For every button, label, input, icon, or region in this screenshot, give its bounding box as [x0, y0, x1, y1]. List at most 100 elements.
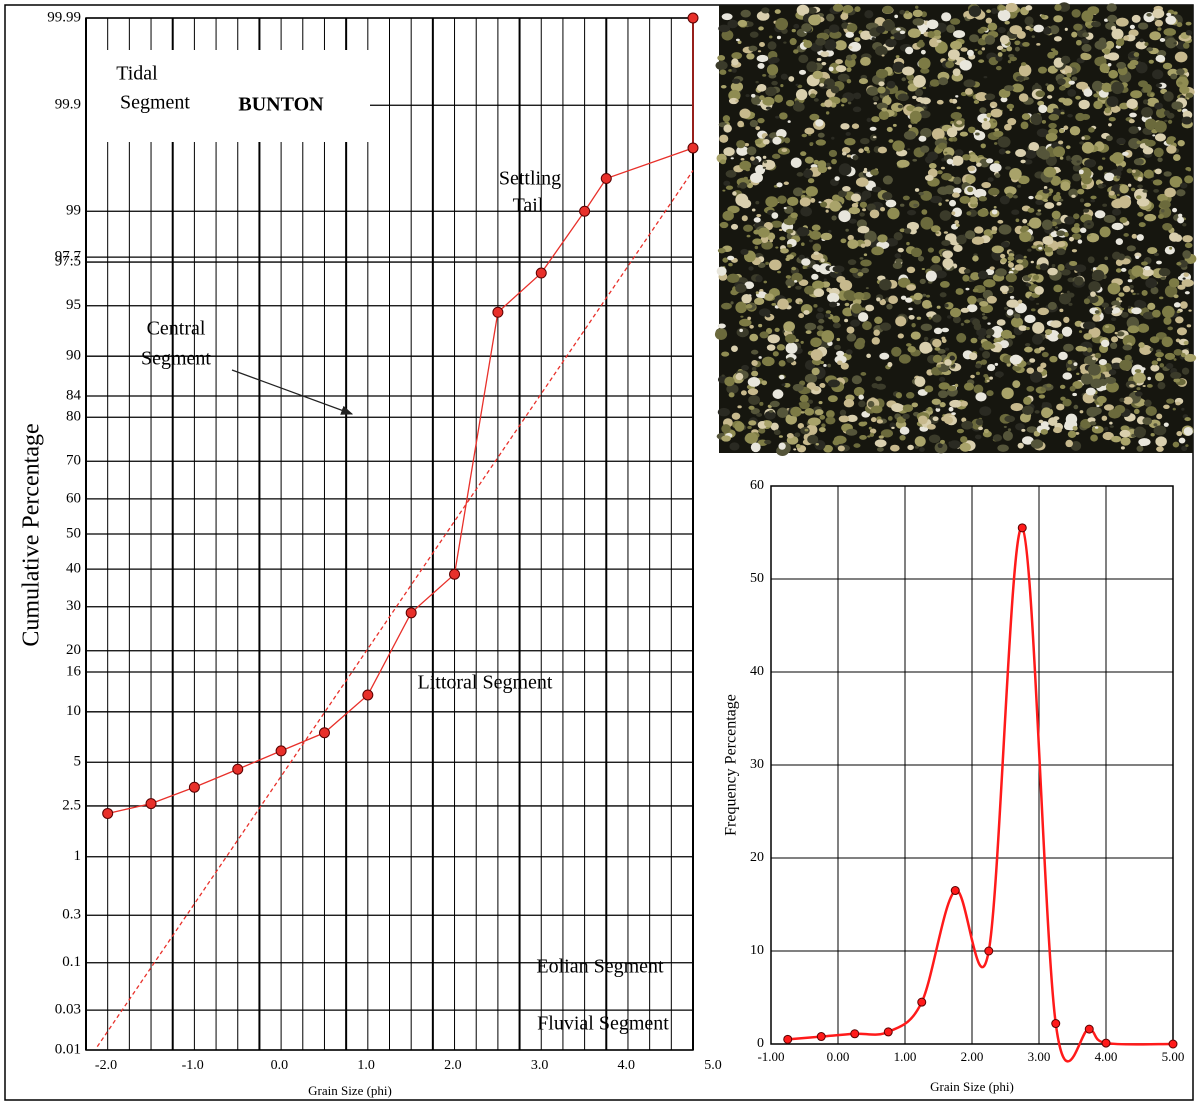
sand-grain: [1047, 51, 1056, 59]
sand-grain: [1102, 203, 1108, 207]
sand-grain: [1111, 25, 1117, 31]
sand-grain: [1079, 141, 1085, 145]
sand-grain: [1165, 362, 1174, 370]
sand-grain: [969, 34, 980, 43]
sand-grain: [1061, 326, 1073, 337]
sand-grain: [878, 110, 890, 121]
sand-grain: [751, 93, 756, 98]
sand-grain: [952, 68, 961, 77]
sand-grain: [952, 315, 961, 324]
sand-grain: [1045, 83, 1049, 86]
sand-grain: [1030, 439, 1044, 449]
sand-grain: [1014, 40, 1021, 46]
sand-grain: [1138, 438, 1151, 446]
sand-grain: [865, 304, 875, 312]
sand-grain: [765, 86, 777, 97]
sand-grain: [1112, 364, 1119, 369]
sand-grain: [1147, 302, 1156, 311]
sand-grain: [818, 426, 826, 433]
sand-grain: [987, 177, 994, 182]
y-tick-label: 30: [750, 757, 764, 772]
sand-grain: [817, 165, 828, 174]
sand-grain: [941, 336, 946, 340]
sand-grain: [1165, 15, 1177, 25]
data-point: [1168, 1039, 1178, 1049]
sand-grain: [726, 384, 739, 394]
sand-grain: [1002, 430, 1013, 441]
sand-grain: [832, 322, 841, 329]
sand-grain: [1015, 423, 1025, 431]
sand-grain: [1161, 336, 1173, 348]
sand-grain: [1024, 343, 1031, 347]
sand-grain: [1163, 28, 1176, 37]
y-tick-label: 2.5: [62, 797, 81, 813]
sand-grain: [860, 30, 872, 41]
sand-grain: [835, 59, 843, 65]
sand-grain: [1166, 12, 1172, 17]
sand-grain: [728, 262, 733, 267]
sand-grain: [948, 406, 954, 412]
sand-grain: [1107, 52, 1120, 61]
sand-grain: [881, 107, 888, 112]
sand-grain: [765, 261, 769, 265]
sand-grain: [813, 159, 819, 165]
sand-grain: [1087, 417, 1096, 423]
sand-grain: [728, 69, 733, 72]
sand-grain: [1071, 233, 1082, 240]
sand-grain: [779, 228, 783, 232]
sand-grain: [1096, 395, 1107, 404]
sand-grain: [1108, 408, 1122, 419]
sand-grain: [804, 428, 809, 432]
sand-grain: [896, 159, 910, 168]
sand-grain: [1017, 184, 1022, 188]
sand-grain: [890, 36, 895, 40]
sand-grain: [819, 383, 826, 388]
sand-grain: [1131, 265, 1144, 277]
sand-grain: [1182, 250, 1192, 259]
cumulative-chart: -2.0 -1.0 0.0 1.0 2.0 3.0 4.0 5.099.9999.997.79…: [19, 9, 722, 1098]
sand-grain: [838, 210, 851, 223]
sand-grain: [766, 64, 779, 76]
sand-grain: [906, 266, 916, 274]
sand-grain: [916, 40, 925, 48]
sand-grain: [777, 270, 781, 274]
sand-grain: [1127, 325, 1140, 334]
sand-grain: [790, 157, 802, 168]
sand-grain: [1135, 62, 1148, 74]
sand-grain: [820, 258, 825, 263]
sand-grain: [977, 270, 988, 280]
sand-grain: [1029, 24, 1034, 28]
sand-grain: [871, 37, 876, 41]
sand-grain: [886, 80, 896, 89]
sand-grain: [1162, 62, 1173, 70]
sand-grain: [1178, 437, 1186, 444]
sand-grain: [1139, 38, 1144, 43]
sand-grain: [746, 234, 751, 238]
sand-grain: [930, 195, 943, 204]
sand-grain: [777, 407, 789, 419]
sand-grain: [787, 120, 791, 123]
sand-grain: [983, 279, 996, 288]
sand-grain: [1030, 260, 1034, 264]
sand-grain: [1130, 187, 1136, 192]
sand-grain: [722, 189, 726, 192]
sand-grain: [818, 318, 825, 324]
sand-grain: [1104, 256, 1109, 261]
sand-grain: [935, 231, 939, 235]
sand-grain: [1078, 99, 1090, 110]
sand-grain: [979, 347, 985, 351]
sand-grain: [1023, 255, 1027, 259]
sand-grain: [1105, 135, 1113, 142]
sand-grain: [1184, 417, 1191, 422]
x-tick-label: 2.00: [961, 1049, 984, 1064]
sand-grain: [752, 238, 763, 245]
sand-grain: [797, 423, 805, 429]
sand-grain: [892, 262, 903, 270]
sand-grain: [1014, 46, 1020, 52]
x-axis-label: Grain Size (phi): [930, 1079, 1014, 1094]
x-tick-label: 0.00: [827, 1049, 850, 1064]
sand-grain: [967, 186, 974, 193]
sand-grain: [861, 291, 871, 300]
sand-grain: [950, 18, 961, 25]
sand-grain: [974, 132, 980, 136]
